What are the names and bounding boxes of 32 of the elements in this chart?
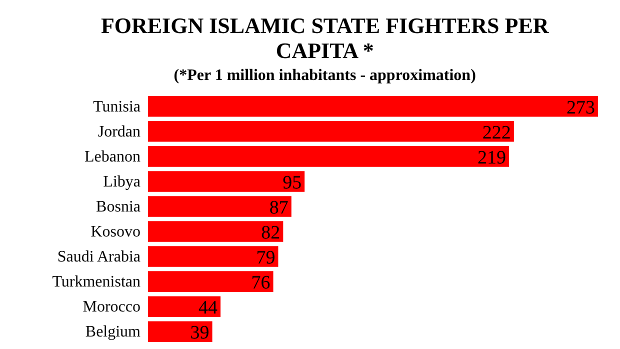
- data-label: 82: [261, 222, 280, 244]
- y-tick-label: Lebanon: [84, 148, 140, 166]
- bar: [148, 321, 212, 342]
- y-tick-label: Kosovo: [90, 224, 140, 241]
- data-label: 95: [282, 172, 302, 194]
- y-tick-label: Turkmenistan: [52, 274, 140, 291]
- data-label: 219: [477, 147, 506, 168]
- data-label: 79: [256, 248, 276, 269]
- data-label: 87: [269, 197, 288, 218]
- chart-subtitle: (*Per 1 million inhabitants - approximation): [174, 67, 476, 84]
- y-tick-label: Bosnia: [96, 198, 140, 216]
- bar: [148, 146, 509, 167]
- y-tick-label: Libya: [103, 173, 140, 190]
- bar: [148, 121, 514, 142]
- data-label: 76: [251, 272, 270, 294]
- y-tick-label: Morocco: [82, 298, 140, 316]
- bar: [148, 171, 305, 192]
- bar: [148, 196, 292, 217]
- data-label: 222: [482, 122, 511, 144]
- bar: [148, 271, 274, 292]
- y-tick-label: Tunisia: [93, 98, 140, 116]
- y-tick-label: Belgium: [85, 324, 142, 341]
- bar: [148, 221, 284, 242]
- data-label: 273: [566, 97, 595, 118]
- data-label: 44: [198, 298, 218, 319]
- bar: [148, 296, 221, 317]
- bar: [148, 246, 278, 267]
- data-label: 39: [190, 322, 210, 344]
- y-tick-label: Saudi Arabia: [57, 248, 140, 266]
- chart-title: FOREIGN ISLAMIC STATE FIGHTERS PER CAPITA *: [100, 13, 550, 63]
- y-tick-label: Jordan: [98, 123, 140, 140]
- bar: [148, 96, 598, 117]
